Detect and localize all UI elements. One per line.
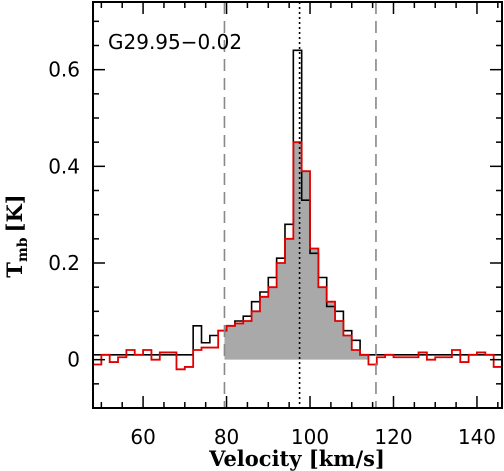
ticks-layer: 60 80 100 120 140 0 0.2 0.4 0.6 (48, 2, 502, 449)
y-tick-label: 0.6 (48, 58, 80, 82)
y-axis-title: Tmb [K] (2, 194, 31, 277)
y-tick-label: 0.4 (48, 154, 80, 178)
x-tick-label: 120 (374, 425, 412, 449)
y-tick-label: 0.2 (48, 251, 80, 275)
reference-lines-layer (223, 2, 377, 408)
source-annotation: G29.95−0.02 (108, 30, 242, 54)
svg-text:Tmb[K]: Tmb [K] (2, 194, 31, 277)
y-tick-label: 0 (67, 348, 80, 372)
x-axis-title: Velocity [km/s] (208, 446, 385, 471)
y-axis-title-sub: mb (15, 237, 31, 262)
x-tick-label: 80 (214, 425, 239, 449)
x-tick-label: 140 (458, 425, 496, 449)
x-tick-label: 60 (130, 425, 155, 449)
plot-frame (92, 1, 503, 409)
red-step-series (93, 141, 502, 371)
series-layer (93, 49, 502, 371)
y-axis-title-main: T (2, 262, 27, 278)
black-step-series (93, 49, 502, 356)
x-tick-label: 100 (291, 425, 329, 449)
emission-fill (224, 142, 376, 360)
filled-area-layer (224, 142, 376, 360)
y-axis-title-unit: [K] (2, 194, 27, 232)
